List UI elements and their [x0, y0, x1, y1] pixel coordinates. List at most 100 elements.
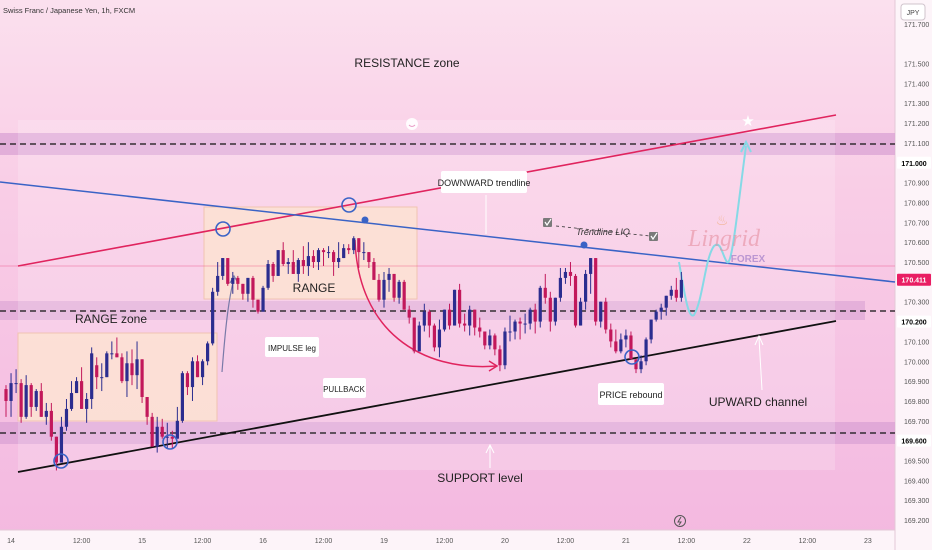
price-label-box — [897, 315, 931, 328]
support-pointer-head — [485, 443, 495, 454]
candle-body — [226, 258, 230, 284]
candle-body — [241, 283, 245, 294]
candle-body — [392, 273, 396, 298]
candle-body — [337, 258, 341, 263]
price-label-text: 171.000 — [901, 161, 926, 168]
lightning-icon[interactable] — [674, 515, 686, 527]
swing-low-marker-2 — [162, 434, 178, 450]
candle-body — [165, 436, 169, 438]
price-label-box — [897, 156, 931, 169]
candle-body — [669, 289, 673, 296]
price-tick-label: 170.300 — [904, 300, 929, 307]
candle-body — [634, 359, 638, 370]
upward-channel-label: UPWARD channel — [709, 395, 807, 409]
candle-body — [649, 319, 653, 340]
candle-body — [463, 323, 467, 326]
price-tick-label: 171.500 — [904, 62, 929, 69]
candle-body — [261, 287, 265, 312]
candle-body — [387, 273, 391, 280]
candle-body — [266, 264, 270, 288]
price-tick-label: 170.800 — [904, 200, 929, 207]
candle-body — [85, 398, 89, 409]
candle-body — [503, 331, 507, 366]
candle-body — [296, 260, 300, 274]
candle-body — [54, 436, 58, 463]
smiley-icon — [406, 118, 418, 130]
candle-body — [14, 383, 18, 385]
candle-body — [629, 335, 633, 360]
price-tick-label: 170.000 — [904, 359, 929, 366]
candle-body — [49, 410, 53, 437]
candle-body — [59, 426, 64, 463]
candle-body — [563, 271, 568, 278]
price-label-text: 170.411 — [902, 278, 927, 285]
price-tick-label: 169.300 — [904, 498, 929, 505]
candle-body — [412, 317, 416, 352]
support-zone-band — [0, 422, 895, 444]
price-label-text: 170.200 — [901, 320, 926, 327]
time-tick-label: 12:00 — [799, 538, 817, 545]
time-tick-label: 12:00 — [436, 538, 454, 545]
candle-body — [568, 271, 573, 276]
candle-body — [115, 353, 119, 358]
upward-channel-support-line — [17, 320, 837, 473]
candle-body — [150, 416, 154, 447]
price-rebound-callout: PRICE rebound — [598, 383, 664, 405]
price-tick-label: 169.900 — [904, 379, 929, 386]
candle-body — [357, 238, 361, 253]
candle-body — [518, 321, 522, 324]
candle-body — [674, 289, 678, 298]
price-tick-label: 170.100 — [904, 339, 929, 346]
pullback-label: PULLBACK — [323, 385, 365, 394]
candle-body — [180, 373, 184, 421]
candle-body — [19, 383, 23, 417]
candle-body — [367, 252, 371, 263]
price-tick-label: 171.300 — [904, 101, 929, 108]
candle-body — [90, 353, 94, 399]
candle-body — [276, 250, 280, 276]
candle-body — [508, 331, 512, 333]
swing-high-marker-1 — [215, 221, 231, 237]
candle-body — [382, 279, 386, 300]
candle-body — [573, 275, 578, 326]
time-axis-panel — [0, 530, 895, 550]
price-tick-label: 169.200 — [904, 518, 929, 525]
candle-body — [523, 323, 527, 325]
watermark-sub: FOREX — [731, 254, 766, 265]
candle-body — [372, 262, 376, 280]
candle-body — [155, 426, 159, 447]
candle-body — [654, 311, 658, 320]
candle-body — [664, 295, 668, 308]
candle-body — [286, 262, 290, 265]
upper-channel-line — [17, 114, 837, 267]
price-tick-label: 169.500 — [904, 459, 929, 466]
candle-body — [578, 301, 583, 326]
candle-body — [548, 297, 552, 322]
candle-body — [100, 377, 104, 379]
time-tick-label: 22 — [743, 538, 751, 545]
candle-body — [332, 252, 336, 263]
price-axis-labels: 171.000 170.411 170.200 169.600 — [897, 156, 931, 447]
candle-body — [432, 325, 436, 348]
candle-body — [211, 291, 215, 344]
candle-body — [422, 311, 426, 326]
candle-body — [80, 381, 84, 409]
candle-body — [584, 273, 588, 302]
currency-badge[interactable]: JPY — [900, 3, 926, 21]
candle-body — [281, 250, 285, 265]
time-axis-ticks: 14 12:00 15 12:00 16 12:00 19 12:00 20 12:00 21 12:… — [7, 538, 872, 545]
candle-body — [442, 309, 447, 330]
candle-body — [352, 238, 356, 251]
price-tick-label: 171.200 — [904, 121, 929, 128]
candle-body — [347, 248, 351, 251]
support-level-label: SUPPORT level — [437, 471, 523, 485]
time-tick-label: 12:00 — [678, 538, 696, 545]
downward-trendline-label: DOWNWARD trendline — [438, 178, 531, 188]
candle-body — [301, 260, 305, 266]
candle-body — [609, 329, 613, 342]
range-label: RANGE — [293, 281, 336, 295]
price-rebound-label: PRICE rebound — [599, 390, 662, 400]
candle-body — [407, 309, 411, 318]
